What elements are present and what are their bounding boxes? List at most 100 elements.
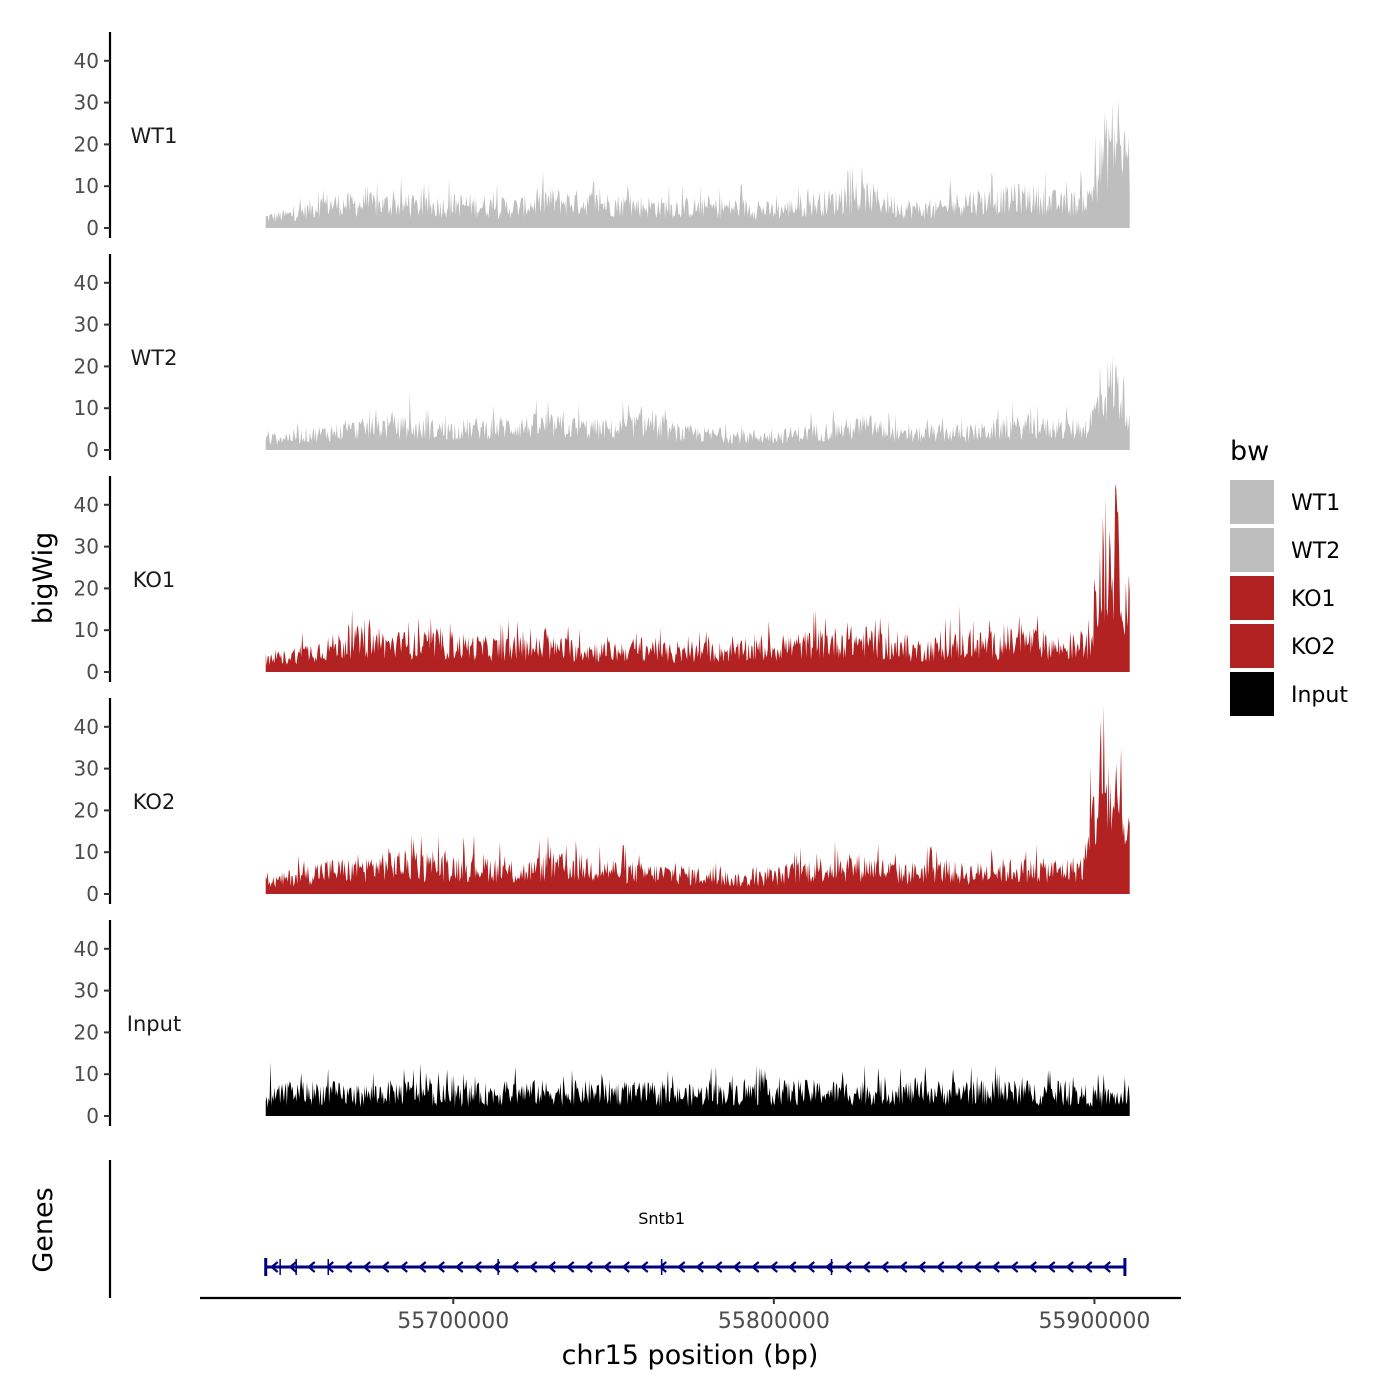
coverage-area-ko2 xyxy=(265,705,1130,894)
legend-swatch-wt1 xyxy=(1230,480,1274,524)
track-wt2: 0 10 20 30 40 WT2 xyxy=(74,254,1130,462)
track-label: KO1 xyxy=(133,568,176,592)
track-ko2: 0 10 20 30 40 KO2 xyxy=(74,698,1130,906)
strand-arrow xyxy=(917,1261,926,1273)
y-tick-label: 40 xyxy=(74,937,99,961)
y-tick-label: 40 xyxy=(74,715,99,739)
y-tick-label: 30 xyxy=(74,313,99,337)
strand-arrow xyxy=(270,1261,279,1273)
x-tick-label: 55800000 xyxy=(718,1309,830,1334)
strand-arrow xyxy=(806,1261,815,1273)
strand-arrow xyxy=(1065,1261,1074,1273)
track-label: WT2 xyxy=(131,346,178,370)
y-tick-label: 40 xyxy=(74,493,99,517)
strand-arrow xyxy=(1028,1261,1037,1273)
strand-arrow xyxy=(1102,1261,1111,1273)
strand-arrow xyxy=(473,1261,482,1273)
strand-arrow xyxy=(825,1261,834,1273)
coverage-area-wt2 xyxy=(265,354,1130,450)
y-tick-label: 40 xyxy=(74,271,99,295)
legend: bw WT1 WT2 KO1 KO2 Input xyxy=(1230,436,1348,716)
y-tick-label: 0 xyxy=(86,216,99,240)
y-tick-label: 10 xyxy=(74,618,99,642)
x-tick-label: 55700000 xyxy=(397,1309,509,1334)
strand-arrow xyxy=(1047,1261,1056,1273)
y-tick-label: 0 xyxy=(86,660,99,684)
strand-arrow xyxy=(658,1261,667,1273)
x-axis: 55700000 55800000 55900000 xyxy=(200,1296,1181,1334)
track-label: KO2 xyxy=(133,790,176,814)
strand-arrow xyxy=(492,1261,501,1273)
track-ko1: 0 10 20 30 40 KO1 xyxy=(74,476,1130,684)
genes-axis-title: Genes xyxy=(28,1187,59,1272)
strand-arrow xyxy=(973,1261,982,1273)
x-axis-title: chr15 position (bp) xyxy=(562,1340,819,1371)
legend-swatch-ko1 xyxy=(1230,576,1274,620)
y-tick-label: 0 xyxy=(86,882,99,906)
strand-arrow xyxy=(714,1261,723,1273)
strand-arrow xyxy=(640,1261,649,1273)
y-tick-label: 30 xyxy=(74,979,99,1003)
strand-arrow xyxy=(418,1261,427,1273)
strand-arrow xyxy=(899,1261,908,1273)
track-label: Input xyxy=(127,1012,181,1036)
legend-label-wt1: WT1 xyxy=(1291,491,1340,516)
tracks-layer: 0 10 20 30 40 WT1 0 10 20 30 40 WT2 0 10 20 30 40 KO1 0 10 2… xyxy=(74,32,1130,1128)
y-tick-label: 0 xyxy=(86,438,99,462)
strand-arrow xyxy=(510,1261,519,1273)
strand-arrow xyxy=(751,1261,760,1273)
strand-arrow xyxy=(307,1261,316,1273)
strand-arrow xyxy=(788,1261,797,1273)
genes-track: Sntb1 xyxy=(108,1160,1127,1298)
legend-swatch-wt2 xyxy=(1230,528,1274,572)
y-tick-label: 20 xyxy=(74,1020,99,1044)
strand-arrow xyxy=(843,1261,852,1273)
legend-label-wt2: WT2 xyxy=(1291,539,1340,564)
strand-arrow xyxy=(547,1261,556,1273)
strand-arrow xyxy=(362,1261,371,1273)
gene-label: Sntb1 xyxy=(638,1209,685,1228)
legend-title: bw xyxy=(1230,436,1269,467)
strand-arrow xyxy=(677,1261,686,1273)
strand-arrow xyxy=(621,1261,630,1273)
strand-arrow xyxy=(1010,1261,1019,1273)
y-tick-label: 20 xyxy=(74,576,99,600)
legend-swatch-input xyxy=(1230,672,1274,716)
y-tick-label: 30 xyxy=(74,757,99,781)
strand-arrow xyxy=(436,1261,445,1273)
strand-arrow xyxy=(954,1261,963,1273)
legend-label-input: Input xyxy=(1291,683,1348,708)
x-tick-label: 55900000 xyxy=(1038,1309,1150,1334)
strand-arrow xyxy=(862,1261,871,1273)
strand-arrow xyxy=(991,1261,1000,1273)
legend-swatch-ko2 xyxy=(1230,624,1274,668)
y-tick-label: 40 xyxy=(74,49,99,73)
coverage-area-wt1 xyxy=(265,99,1130,228)
strand-arrow xyxy=(399,1261,408,1273)
y-tick-label: 10 xyxy=(74,174,99,198)
y-tick-label: 10 xyxy=(74,1062,99,1086)
legend-label-ko2: KO2 xyxy=(1291,635,1336,660)
coverage-area-input xyxy=(265,1062,1130,1116)
strand-arrow xyxy=(325,1261,334,1273)
strand-arrow xyxy=(344,1261,353,1273)
strand-arrow xyxy=(936,1261,945,1273)
track-label: WT1 xyxy=(131,124,178,148)
strand-arrow xyxy=(603,1261,612,1273)
strand-arrow xyxy=(880,1261,889,1273)
strand-arrow xyxy=(695,1261,704,1273)
y-tick-label: 30 xyxy=(74,91,99,115)
strand-arrow xyxy=(529,1261,538,1273)
strand-arrow xyxy=(1084,1261,1093,1273)
y-tick-label: 20 xyxy=(74,354,99,378)
strand-arrow xyxy=(288,1261,297,1273)
track-input: 0 10 20 30 40 Input xyxy=(74,920,1130,1128)
legend-label-ko1: KO1 xyxy=(1291,587,1336,612)
track-wt1: 0 10 20 30 40 WT1 xyxy=(74,32,1130,240)
y-tick-label: 30 xyxy=(74,535,99,559)
y-axis-title: bigWig xyxy=(28,532,59,625)
strand-arrow xyxy=(732,1261,741,1273)
y-tick-label: 20 xyxy=(74,132,99,156)
strand-arrow xyxy=(584,1261,593,1273)
strand-arrow xyxy=(769,1261,778,1273)
